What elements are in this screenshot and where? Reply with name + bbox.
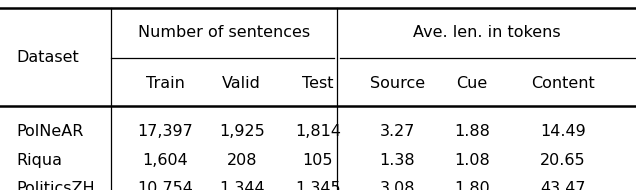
Text: Source: Source (370, 76, 425, 91)
Text: 1,925: 1,925 (219, 124, 265, 139)
Text: 1.88: 1.88 (454, 124, 490, 139)
Text: Valid: Valid (222, 76, 261, 91)
Text: PolNeAR: PolNeAR (16, 124, 83, 139)
Text: 17,397: 17,397 (137, 124, 193, 139)
Text: 20.65: 20.65 (540, 153, 586, 168)
Text: Dataset: Dataset (16, 51, 79, 65)
Text: 3.08: 3.08 (380, 181, 415, 190)
Text: 10,754: 10,754 (137, 181, 193, 190)
Text: Test: Test (302, 76, 334, 91)
Text: PoliticsZH: PoliticsZH (16, 181, 95, 190)
Text: 1,814: 1,814 (295, 124, 341, 139)
Text: Riqua: Riqua (16, 153, 62, 168)
Text: Train: Train (146, 76, 185, 91)
Text: 1,344: 1,344 (219, 181, 265, 190)
Text: 1.38: 1.38 (380, 153, 415, 168)
Text: Content: Content (531, 76, 595, 91)
Text: Ave. len. in tokens: Ave. len. in tokens (413, 25, 560, 40)
Text: 14.49: 14.49 (540, 124, 586, 139)
Text: 105: 105 (303, 153, 333, 168)
Text: 43.47: 43.47 (540, 181, 586, 190)
Text: 1,345: 1,345 (295, 181, 341, 190)
Text: Cue: Cue (457, 76, 488, 91)
Text: 3.27: 3.27 (380, 124, 415, 139)
Text: 208: 208 (226, 153, 257, 168)
Text: Number of sentences: Number of sentences (138, 25, 310, 40)
Text: 1,604: 1,604 (142, 153, 188, 168)
Text: 1.08: 1.08 (454, 153, 490, 168)
Text: 1.80: 1.80 (454, 181, 490, 190)
